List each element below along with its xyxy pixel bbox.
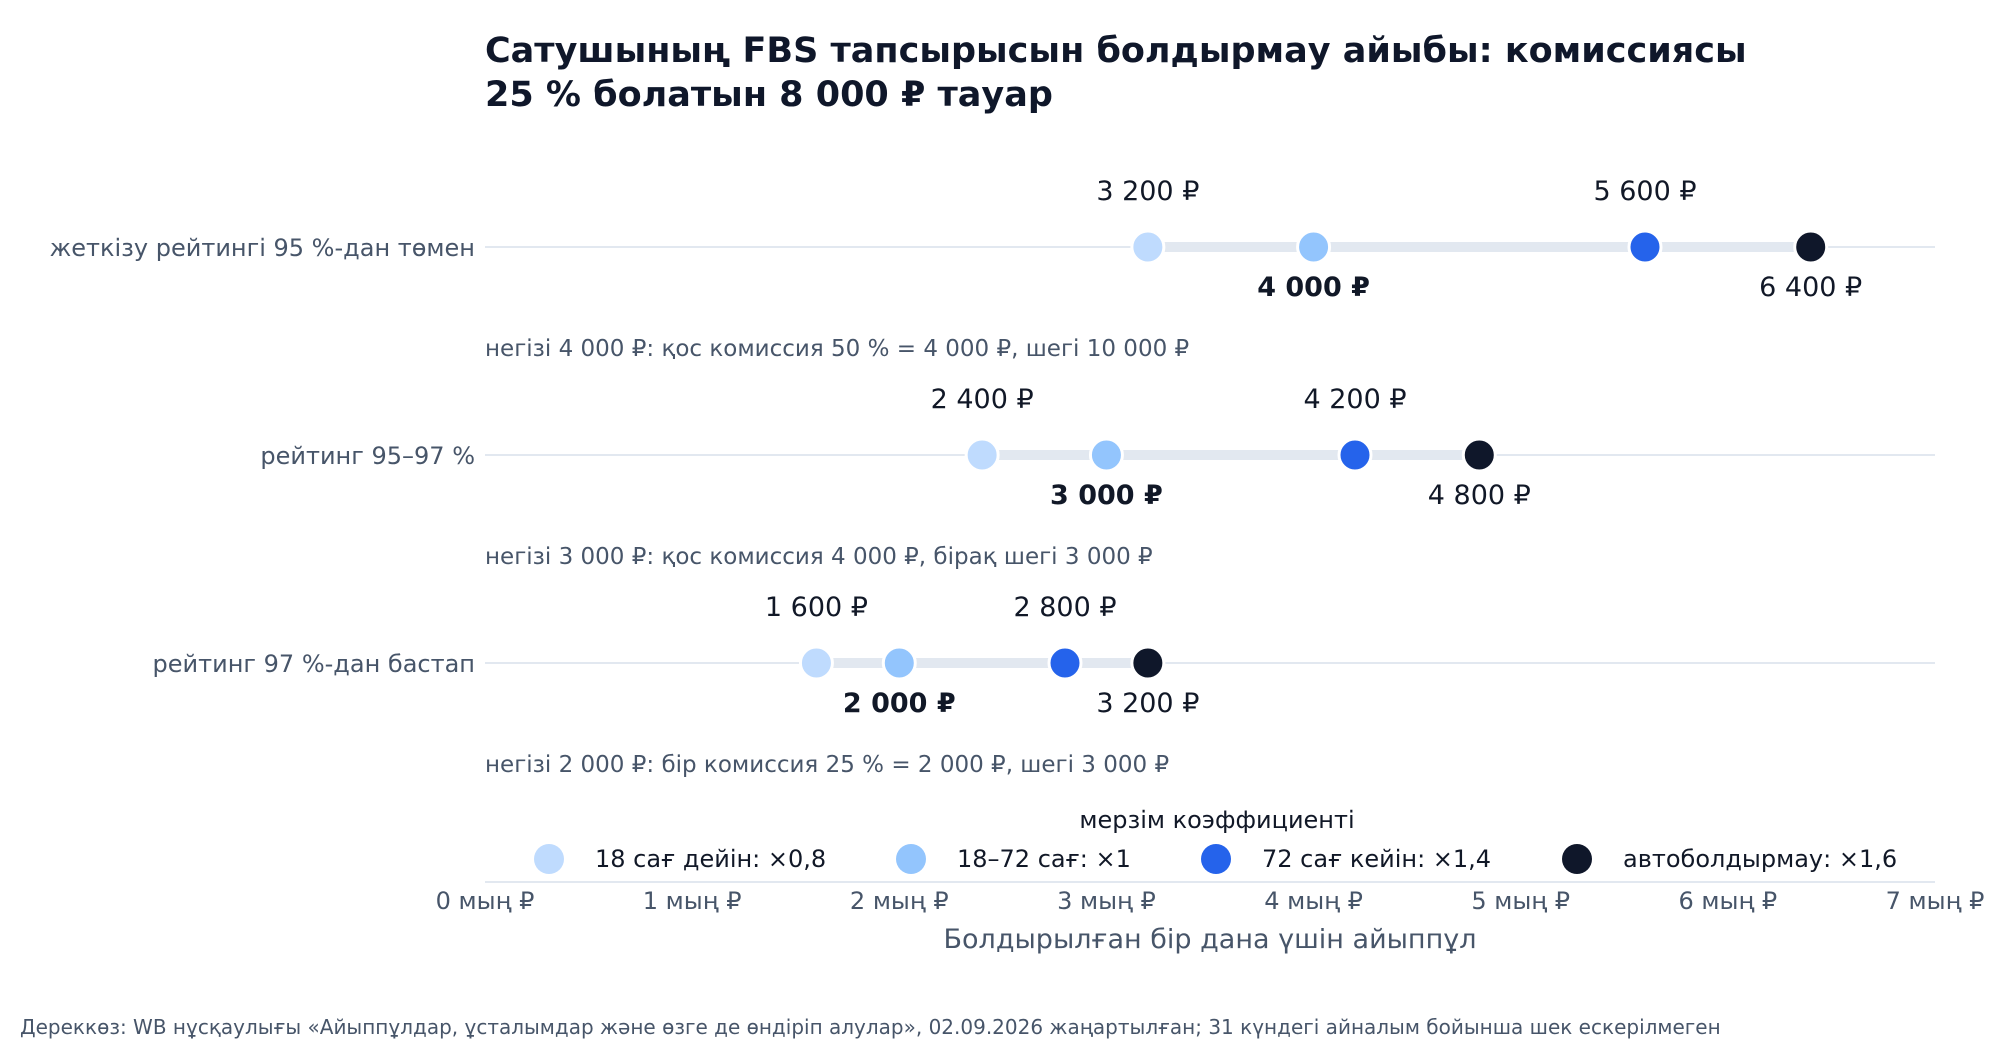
row-note: негізі 2 000 ₽: бір комиссия 25 % = 2 00… [485, 752, 1169, 778]
row-note: негізі 3 000 ₽: қос комиссия 4 000 ₽, бі… [485, 544, 1153, 570]
legend-swatch [896, 844, 926, 874]
category-label: рейтинг 97 %-дан бастап [153, 650, 475, 678]
category-label: жеткізу рейтингі 95 %-дан төмен [50, 234, 475, 262]
chart-title-line: Сатушының FBS тапсырысын болдырмау айыбы… [485, 31, 1747, 71]
data-point [1627, 229, 1663, 265]
value-label: 3 200 ₽ [1096, 688, 1199, 719]
legend-title: мерзім коэффициенті [1079, 806, 1354, 834]
x-tick-label: 4 мың ₽ [1264, 887, 1363, 915]
x-axis: 0 мың ₽ 1 мың ₽ 2 мың ₽ 3 мың ₽ 4 мың ₽ 5 мың… [436, 881, 1985, 955]
data-point [1337, 437, 1373, 473]
value-label: 4 800 ₽ [1428, 480, 1531, 511]
value-label: 5 600 ₽ [1593, 176, 1696, 207]
legend-label: 72 сағ кейін: ×1,4 [1262, 845, 1491, 873]
category-row: жеткізу рейтингі 95 %-дан төмен 3 200 ₽ 5 … [50, 176, 1935, 362]
data-point [964, 437, 1000, 473]
source-text: Дереккөз: WB нұсқаулығы «Айыппұлдар, ұст… [20, 1015, 1721, 1039]
legend-swatch [1562, 844, 1592, 874]
chart-title: Сатушының FBS тапсырысын болдырмау айыбы… [485, 31, 1747, 115]
category-row: рейтинг 95–97 % 2 400 ₽ 4 200 ₽ 3 000 ₽ 4 80… [260, 384, 1935, 570]
chart-title-line: 25 % болатын 8 000 ₽ тауар [485, 75, 1053, 115]
data-point [1130, 645, 1166, 681]
chart-rows: жеткізу рейтингі 95 %-дан төмен 3 200 ₽ 5 … [50, 176, 1935, 778]
data-point [1793, 229, 1829, 265]
data-point [1130, 229, 1166, 265]
legend-swatch [534, 844, 564, 874]
legend-swatch [1201, 844, 1231, 874]
value-label: 3 000 ₽ [1050, 480, 1163, 511]
x-tick-label: 0 мың ₽ [436, 887, 535, 915]
x-tick-label: 1 мың ₽ [643, 887, 742, 915]
legend-item: 18–72 сағ: ×1 [896, 844, 1131, 874]
value-label: 6 400 ₽ [1759, 272, 1862, 303]
data-point [798, 645, 834, 681]
value-label: 2 800 ₽ [1013, 592, 1116, 623]
category-label: рейтинг 95–97 % [260, 442, 475, 470]
x-tick-label: 6 мың ₽ [1678, 887, 1777, 915]
data-point [881, 645, 917, 681]
data-point [1461, 437, 1497, 473]
x-tick-label: 7 мың ₽ [1886, 887, 1985, 915]
category-row: рейтинг 97 %-дан бастап 1 600 ₽ 2 800 ₽ 2 0… [153, 592, 1935, 778]
row-note: негізі 4 000 ₽: қос комиссия 50 % = 4 00… [485, 336, 1189, 362]
value-label: 2 400 ₽ [931, 384, 1034, 415]
legend-item: автоболдырмау: ×1,6 [1562, 844, 1897, 874]
legend-item: 72 сағ кейін: ×1,4 [1201, 844, 1491, 874]
legend-label: 18–72 сағ: ×1 [957, 845, 1131, 873]
x-tick-label: 2 мың ₽ [850, 887, 949, 915]
value-label: 4 000 ₽ [1257, 272, 1370, 303]
source-note: Дереккөз: WB нұсқаулығы «Айыппұлдар, ұст… [20, 1015, 1721, 1039]
x-tick-label: 3 мың ₽ [1057, 887, 1156, 915]
value-label: 4 200 ₽ [1303, 384, 1406, 415]
data-point [1047, 645, 1083, 681]
data-point [1296, 229, 1332, 265]
x-tick-label: 5 мың ₽ [1471, 887, 1570, 915]
value-label: 3 200 ₽ [1096, 176, 1199, 207]
data-point [1088, 437, 1124, 473]
legend-label: автоболдырмау: ×1,6 [1623, 845, 1897, 873]
legend: мерзім коэффициенті 18 сағ дейін: ×0,8 18–… [534, 806, 1897, 874]
value-label: 1 600 ₽ [765, 592, 868, 623]
x-axis-label: Болдырылған бір дана үшін айыппұл [944, 924, 1477, 955]
value-label: 2 000 ₽ [843, 688, 956, 719]
legend-label: 18 сағ дейін: ×0,8 [595, 845, 826, 873]
legend-item: 18 сағ дейін: ×0,8 [534, 844, 826, 874]
